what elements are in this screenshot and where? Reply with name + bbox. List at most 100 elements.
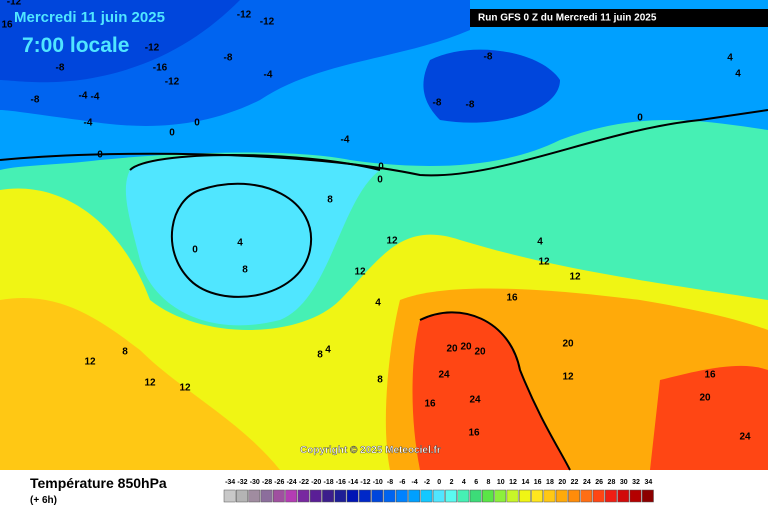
contour-label: 0 bbox=[97, 150, 103, 161]
scale-swatch bbox=[617, 489, 630, 503]
scale-label: 34 bbox=[644, 479, 652, 486]
scale-swatch bbox=[334, 489, 347, 503]
time-title: 7:00 locale bbox=[22, 34, 129, 57]
scale-swatch bbox=[469, 489, 482, 503]
scale-label: 22 bbox=[571, 479, 579, 486]
contour-label: 24 bbox=[739, 432, 751, 443]
scale-swatch bbox=[555, 489, 568, 503]
contour-label: -8 bbox=[56, 63, 65, 74]
contour-label: 4 bbox=[537, 237, 543, 248]
contour-label: -12 bbox=[260, 17, 275, 28]
contour-label: -12 bbox=[7, 0, 22, 8]
contour-label: 8 bbox=[242, 265, 248, 276]
contour-label: -4 bbox=[79, 91, 88, 102]
scale-label: -12 bbox=[360, 479, 370, 486]
scale-swatch bbox=[592, 489, 605, 503]
scale-swatch bbox=[494, 489, 507, 503]
scale-label: 20 bbox=[558, 479, 566, 486]
scale-swatch bbox=[322, 489, 334, 503]
isotherm bbox=[170, 182, 313, 298]
contour-label: 0 bbox=[194, 118, 200, 129]
scale-label: 8 bbox=[486, 479, 490, 486]
scale-label: 2 bbox=[450, 479, 454, 486]
scale-swatch bbox=[383, 489, 396, 503]
scale-label: -26 bbox=[274, 479, 284, 486]
scale-label: 26 bbox=[595, 479, 603, 486]
scale-label: -8 bbox=[387, 479, 393, 486]
contour-label: 20 bbox=[562, 339, 574, 350]
contour-label: -4 bbox=[264, 70, 273, 81]
cut-off-low bbox=[125, 155, 380, 326]
scale-label: 16 bbox=[534, 479, 542, 486]
map: Run GFS 0 Z du Mercredi 11 juin 2025 Mer… bbox=[0, 0, 768, 471]
contour-label: 20 bbox=[474, 347, 486, 358]
scale-swatch bbox=[371, 489, 384, 503]
scale-label: 10 bbox=[497, 479, 505, 486]
contour-label: 12 bbox=[562, 372, 574, 383]
contour-label: -4 bbox=[341, 135, 350, 146]
footer-step: (+ 6h) bbox=[30, 495, 57, 506]
scale-swatch bbox=[236, 489, 248, 503]
scale-label: 18 bbox=[546, 479, 554, 486]
contour-label: 12 bbox=[569, 272, 581, 283]
scale-swatch bbox=[518, 489, 531, 503]
contour-label: 4 bbox=[735, 69, 741, 80]
scale-swatch bbox=[629, 489, 642, 503]
scale-label: -2 bbox=[424, 479, 430, 486]
contour-label: 20 bbox=[446, 344, 458, 355]
scale-label: -34 bbox=[225, 479, 235, 486]
contour-label: 12 bbox=[386, 236, 398, 247]
contour-label: -12 bbox=[145, 43, 160, 54]
contour-label: -4 bbox=[84, 118, 93, 129]
contour-label: 24 bbox=[438, 370, 450, 381]
contour-label: 0 bbox=[377, 175, 383, 186]
contour-label: 16 bbox=[468, 428, 480, 439]
contour-label: 0 bbox=[637, 113, 643, 124]
scale-swatch bbox=[580, 489, 593, 503]
scale-swatch bbox=[359, 489, 371, 503]
scale-swatch bbox=[568, 489, 580, 503]
footer-title: Température 850hPa bbox=[30, 475, 167, 491]
scale-label: 32 bbox=[632, 479, 640, 486]
contour-label: 24 bbox=[469, 395, 481, 406]
hot-core bbox=[412, 312, 570, 470]
scale-swatch bbox=[641, 489, 654, 503]
scale-swatch bbox=[457, 489, 470, 503]
scale-swatch bbox=[346, 489, 359, 503]
contour-label: 20 bbox=[699, 393, 711, 404]
cold-pool bbox=[423, 49, 560, 123]
scale-swatch bbox=[531, 489, 544, 503]
contour-label: -4 bbox=[91, 92, 100, 103]
scale-swatch bbox=[408, 489, 421, 503]
scale-label: 30 bbox=[620, 479, 628, 486]
isotherm bbox=[0, 109, 768, 177]
contour-label: 12 bbox=[538, 257, 550, 268]
scale-swatch bbox=[223, 489, 236, 503]
scale-swatch bbox=[260, 489, 273, 503]
scale-label: -20 bbox=[311, 479, 321, 486]
contour-label: -8 bbox=[224, 53, 233, 64]
scale-label: 4 bbox=[462, 479, 466, 486]
scale-label: -32 bbox=[237, 479, 247, 486]
scale-label: -30 bbox=[250, 479, 260, 486]
contour-label: 12 bbox=[84, 357, 96, 368]
scale-label: 0 bbox=[437, 479, 441, 486]
scale-swatch bbox=[482, 489, 494, 503]
scale-swatch bbox=[506, 489, 519, 503]
contour-label: -8 bbox=[31, 95, 40, 106]
scale-swatch bbox=[605, 489, 617, 503]
contour-label: 4 bbox=[325, 345, 331, 356]
scale-swatch bbox=[248, 489, 261, 503]
contour-label: 0 bbox=[169, 128, 175, 139]
scale-label: -14 bbox=[348, 479, 358, 486]
scale-label: -22 bbox=[299, 479, 309, 486]
scale-swatch bbox=[309, 489, 322, 503]
contour-label: 16 bbox=[704, 370, 716, 381]
scale-swatch bbox=[272, 489, 285, 503]
scale-label: -16 bbox=[336, 479, 346, 486]
scale-label: 24 bbox=[583, 479, 591, 486]
scale-label: 6 bbox=[474, 479, 478, 486]
scale-swatch bbox=[445, 489, 457, 503]
contour-label: -12 bbox=[165, 77, 180, 88]
